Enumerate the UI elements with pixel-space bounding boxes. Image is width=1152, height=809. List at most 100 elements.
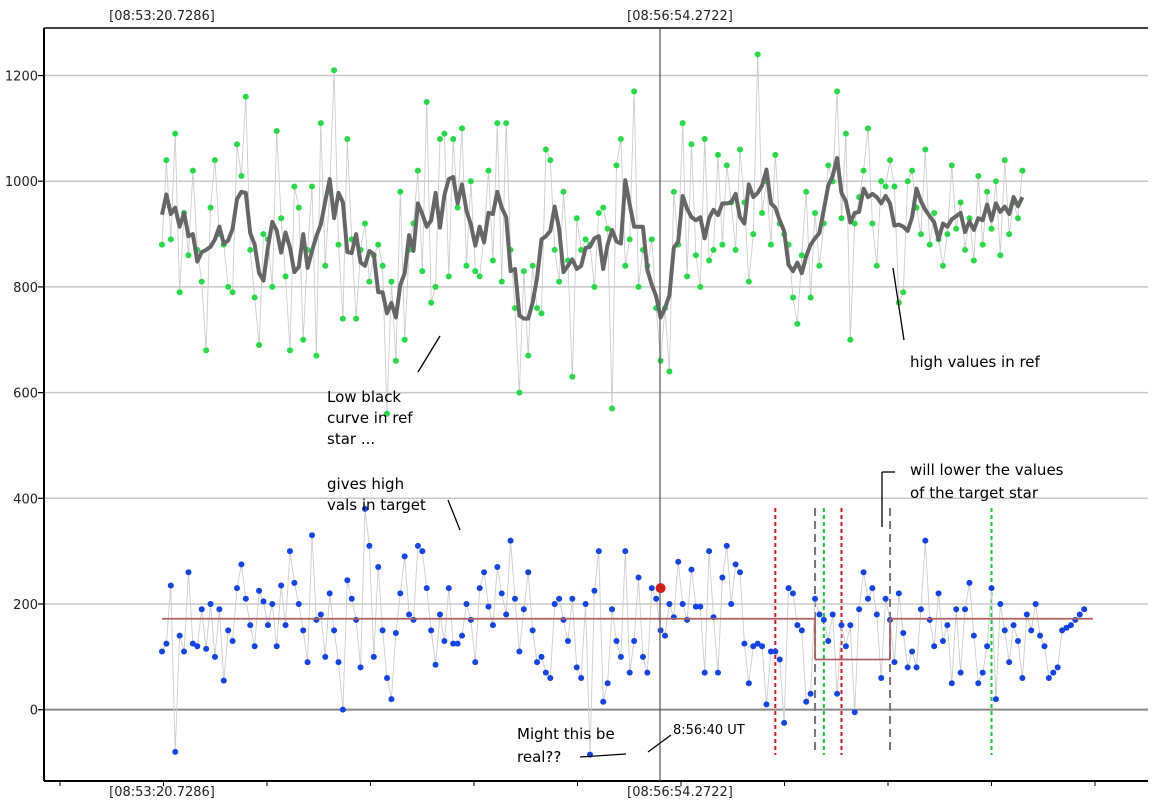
ref-point — [706, 257, 713, 264]
ref-point — [344, 135, 351, 142]
target-point — [578, 674, 585, 681]
ref-point — [203, 347, 210, 354]
annotation-line: will lower the values — [910, 461, 1064, 479]
target-point — [988, 585, 995, 592]
target-point — [392, 630, 399, 637]
ref-point — [869, 220, 876, 227]
target-point — [335, 659, 342, 666]
target-point — [485, 603, 492, 610]
target-point — [194, 643, 201, 650]
target-point — [326, 590, 333, 597]
target-point — [370, 653, 377, 660]
ref-point — [670, 188, 677, 195]
y-tick-label: 400 — [13, 492, 38, 507]
target-point — [542, 669, 549, 676]
ref-point — [547, 157, 554, 164]
ref-point — [269, 283, 276, 290]
ref-point — [745, 278, 752, 285]
target-point — [631, 637, 638, 644]
ref-point — [864, 125, 871, 132]
ref-point — [494, 120, 501, 127]
ref-point — [882, 183, 889, 190]
ref-point — [701, 135, 708, 142]
target-point — [759, 643, 766, 650]
ref-point — [622, 262, 629, 269]
target-connect-line — [161, 508, 1085, 755]
target-point — [573, 664, 580, 671]
ref-point — [534, 305, 541, 312]
ref-point — [851, 220, 858, 227]
ref-point — [256, 342, 263, 349]
target-point — [229, 637, 236, 644]
y-tick-label: 0 — [30, 704, 38, 719]
ref-point — [842, 130, 849, 137]
ref-point — [229, 289, 236, 296]
annotation-line: star ... — [327, 430, 375, 448]
target-point — [1059, 627, 1066, 634]
target-point — [503, 611, 510, 618]
target-point — [900, 630, 907, 637]
ref-point — [860, 167, 867, 174]
target-point — [595, 548, 602, 555]
target-point — [869, 585, 876, 592]
target-point — [159, 648, 165, 655]
target-point — [820, 616, 827, 623]
target-point — [992, 696, 999, 703]
target-point — [1054, 664, 1061, 671]
target-point — [534, 659, 541, 666]
ref-point — [353, 315, 360, 322]
ref-point — [798, 252, 805, 259]
time-label-top-left: [08:53:20.7286] — [109, 9, 215, 24]
target-point — [781, 719, 788, 726]
ref-point — [1006, 231, 1013, 238]
target-point — [750, 643, 757, 650]
target-point — [247, 622, 254, 629]
time-label-bottom-center: [08:56:54.2722] — [627, 785, 733, 800]
ref-point — [732, 246, 739, 253]
target-point — [1014, 637, 1021, 644]
ref-point — [666, 368, 673, 375]
ref-point — [163, 157, 170, 164]
annotation-arrow — [579, 753, 627, 758]
ref-point — [172, 130, 179, 137]
ref-point — [423, 98, 430, 105]
annotation-line: gives high — [327, 475, 404, 493]
target-point — [789, 590, 796, 597]
target-point — [626, 669, 633, 676]
target-point — [481, 569, 488, 576]
ref-point — [247, 246, 254, 253]
target-point — [970, 632, 977, 639]
ref-point — [975, 172, 982, 179]
ref-point — [388, 278, 395, 285]
target-point — [767, 648, 774, 655]
target-point — [282, 622, 289, 629]
ref-point — [569, 373, 576, 380]
ref-point — [401, 336, 408, 343]
target-point — [216, 606, 223, 613]
target-point — [904, 664, 911, 671]
target-point — [834, 690, 841, 697]
ref-point — [992, 178, 999, 185]
target-point — [732, 561, 739, 568]
target-series — [159, 505, 1088, 758]
target-point — [379, 627, 386, 634]
ref-point — [185, 252, 192, 259]
target-point — [348, 595, 355, 602]
target-point — [692, 603, 699, 610]
ref-point — [467, 178, 474, 185]
ref-point — [317, 120, 324, 127]
target-point — [423, 585, 430, 592]
ref-point — [436, 135, 443, 142]
target-point — [679, 600, 686, 607]
ref-point — [520, 268, 527, 275]
ref-point — [441, 130, 448, 137]
ref-point — [719, 241, 726, 248]
target-point — [520, 606, 527, 613]
target-point — [331, 627, 338, 634]
target-point — [1050, 669, 1057, 676]
ref-point — [789, 294, 796, 301]
annotation-time: 8:56:40 UT — [673, 723, 745, 738]
ref-point — [922, 146, 929, 153]
ref-point — [600, 204, 607, 211]
